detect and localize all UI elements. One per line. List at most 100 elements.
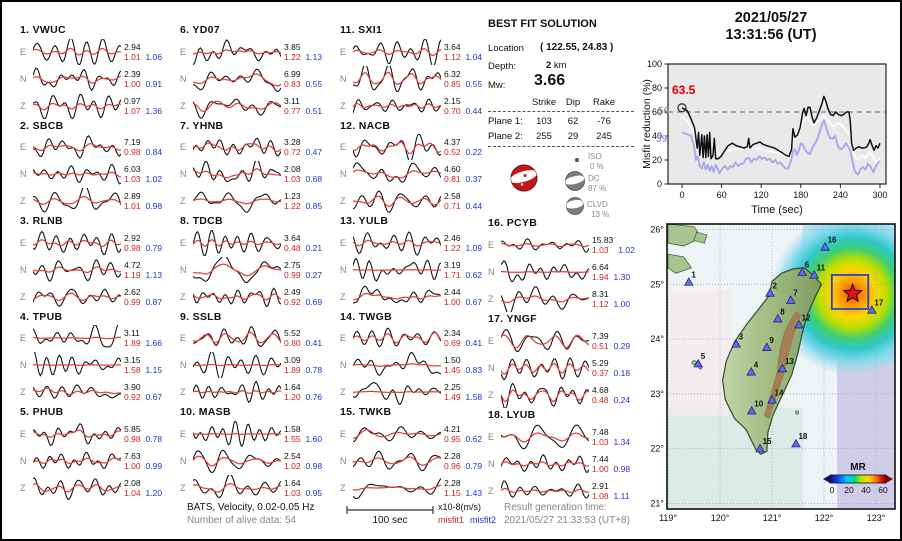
amp-misfit1: 0.97 1.07 [124,96,141,116]
y-tick-label: 40 [652,131,662,141]
misfit1-value: 1.03 [284,487,301,498]
waveform-row: N 5.29 0.37 0.18 [488,354,640,381]
waveform-row: Z 1.23 1.22 0.85 [180,188,332,215]
waveform-row: E 3.11 1.89 1.66 [20,325,172,352]
station-number: 5 [701,352,706,361]
epicenter-star-icon [842,282,863,303]
amp-misfit1: 2.34 0.69 [444,328,461,348]
misfit2-value: 0.83 [465,365,483,375]
amplitude-value: 2.62 [124,286,141,297]
amp-misfit1: 2.49 0.92 [284,287,301,307]
waveform-plot [501,424,589,449]
waveform-plot [33,135,121,159]
misfit1-value: 0.99 [124,296,141,307]
waveform-plot [193,68,281,92]
amplitude-value: 5.29 [592,357,609,368]
channel-label: E [180,237,187,248]
amp-misfit1: 2.08 1.03 [284,164,301,184]
lon-tick-label: 119° [659,513,677,523]
waveform-plot [353,256,441,282]
misfit1-value: 0.85 [444,78,461,89]
misfit2-value: 0.87 [145,296,163,307]
metrics: 1.64 1.20 0.76 [284,382,322,402]
colorbar-tick-label: 0 [830,485,835,495]
waveform-plot [33,93,121,119]
misfit1-value: 1.00 [124,78,141,89]
waveform-row: E 3.85 1.22 1.13 [180,38,332,65]
waveform-row: Z 2.58 0.71 0.44 [340,188,492,215]
amp-misfit1: 6.64 1.94 [592,262,609,282]
plane1-rake: -76 [597,116,611,127]
amplitude-value: 4.60 [444,164,461,174]
misfit2-value: 1.30 [613,271,631,282]
misfit2-value: 1.00 [613,298,631,309]
misfit1-value: 1.00 [592,463,609,474]
metrics: 1.58 1.55 1.60 [284,424,322,444]
waveform-row: Z 3.11 0.77 0.51 [180,92,332,119]
waveform-plot [33,384,121,399]
metrics: 2.54 1.02 0.98 [284,451,322,471]
waveform-plot [193,137,281,157]
x-tick-label: 180 [793,190,808,200]
waveform-row: E 15.83 1.03 1.02 [488,231,640,258]
col-header-dip: Dip [565,97,581,108]
channel-label: Z [20,482,26,493]
metrics: 2.34 0.69 0.41 [444,328,482,348]
station-marker [746,405,757,415]
amplitude-value: 1.64 [284,477,301,488]
station-number: 16 [828,236,837,245]
x-tick-label: 300 [872,190,887,200]
metrics: 3.09 1.89 0.78 [284,355,322,375]
amp-misfit1: 4.37 0.52 [444,137,461,157]
metrics: 2.89 1.01 0.98 [124,191,162,211]
metrics: 4.72 1.19 1.13 [124,260,162,280]
lon-tick-label: 123° [867,513,886,523]
station-block: 2. SBCB E 7.19 0.98 0.84 N 6.03 1.03 1.02 Z 2.89 1.… [20,120,172,215]
waveform-plot [501,453,589,473]
channel-label: Z [20,100,26,111]
misfit2-value: 0.68 [305,174,323,184]
metrics: 2.46 1.22 1.09 [444,233,482,253]
misfit2-value: 0.79 [465,460,483,471]
lon-tick-label: 120° [711,513,730,523]
depth-value: 2 km [546,60,567,71]
amplitude-value: 1.23 [284,191,301,201]
amp-misfit1: 2.92 0.98 [124,233,141,253]
amplitude-value: 4.72 [124,259,141,270]
amp-misfit1: 2.28 1.15 [444,478,461,498]
waveform-plot [33,451,121,469]
channel-label: E [20,237,27,248]
station-label: 16. PCYB [488,217,538,229]
amp-misfit1: 2.62 0.99 [124,287,141,307]
misfit2-value: 0.27 [305,269,323,280]
station-marker [746,367,757,376]
amp-misfit1: 4.72 1.19 [124,260,141,280]
amplitude-value: 7.48 [592,426,609,437]
waveform-row: E 5.85 0.98 0.78 [20,420,172,447]
plane2-label: Plane 2: [488,131,523,142]
misfit2-value: 0.99 [145,460,163,471]
metrics: 3.28 0.72 0.47 [284,137,322,157]
waveform-row: Z 2.28 1.15 1.43 [340,474,492,501]
metrics: 4.60 0.81 0.37 [444,164,482,184]
misfit2-value: 0.85 [305,201,323,211]
waveform-plot [33,476,121,500]
station-marker [772,313,783,323]
amp-misfit1: 1.64 1.20 [284,382,301,402]
waveform-row: Z 2.91 1.08 1.11 [488,477,640,504]
station-label: 11. SXI1 [340,24,383,36]
amp-misfit1: 6.99 0.83 [284,69,301,89]
station-number: 18 [798,432,807,441]
station-number: 4 [754,360,759,369]
misfit2-value: 0.79 [145,242,163,253]
waveform-plot [193,38,281,65]
event-title: 2021/05/27 13:31:56 (UT) [642,10,900,44]
amp-misfit1: 7.44 1.00 [592,454,609,474]
misfit1-value: 1.58 [124,365,141,375]
channel-label: N [340,360,347,370]
waveform-row: E 2.92 0.98 0.79 [20,229,172,256]
west-strait-region [667,289,731,416]
result-time-value: 2021/05/27 21:33:53 (UT+8) [504,515,630,526]
metrics: 3.64 0.48 0.21 [284,233,322,253]
waveform-plot [33,188,121,213]
